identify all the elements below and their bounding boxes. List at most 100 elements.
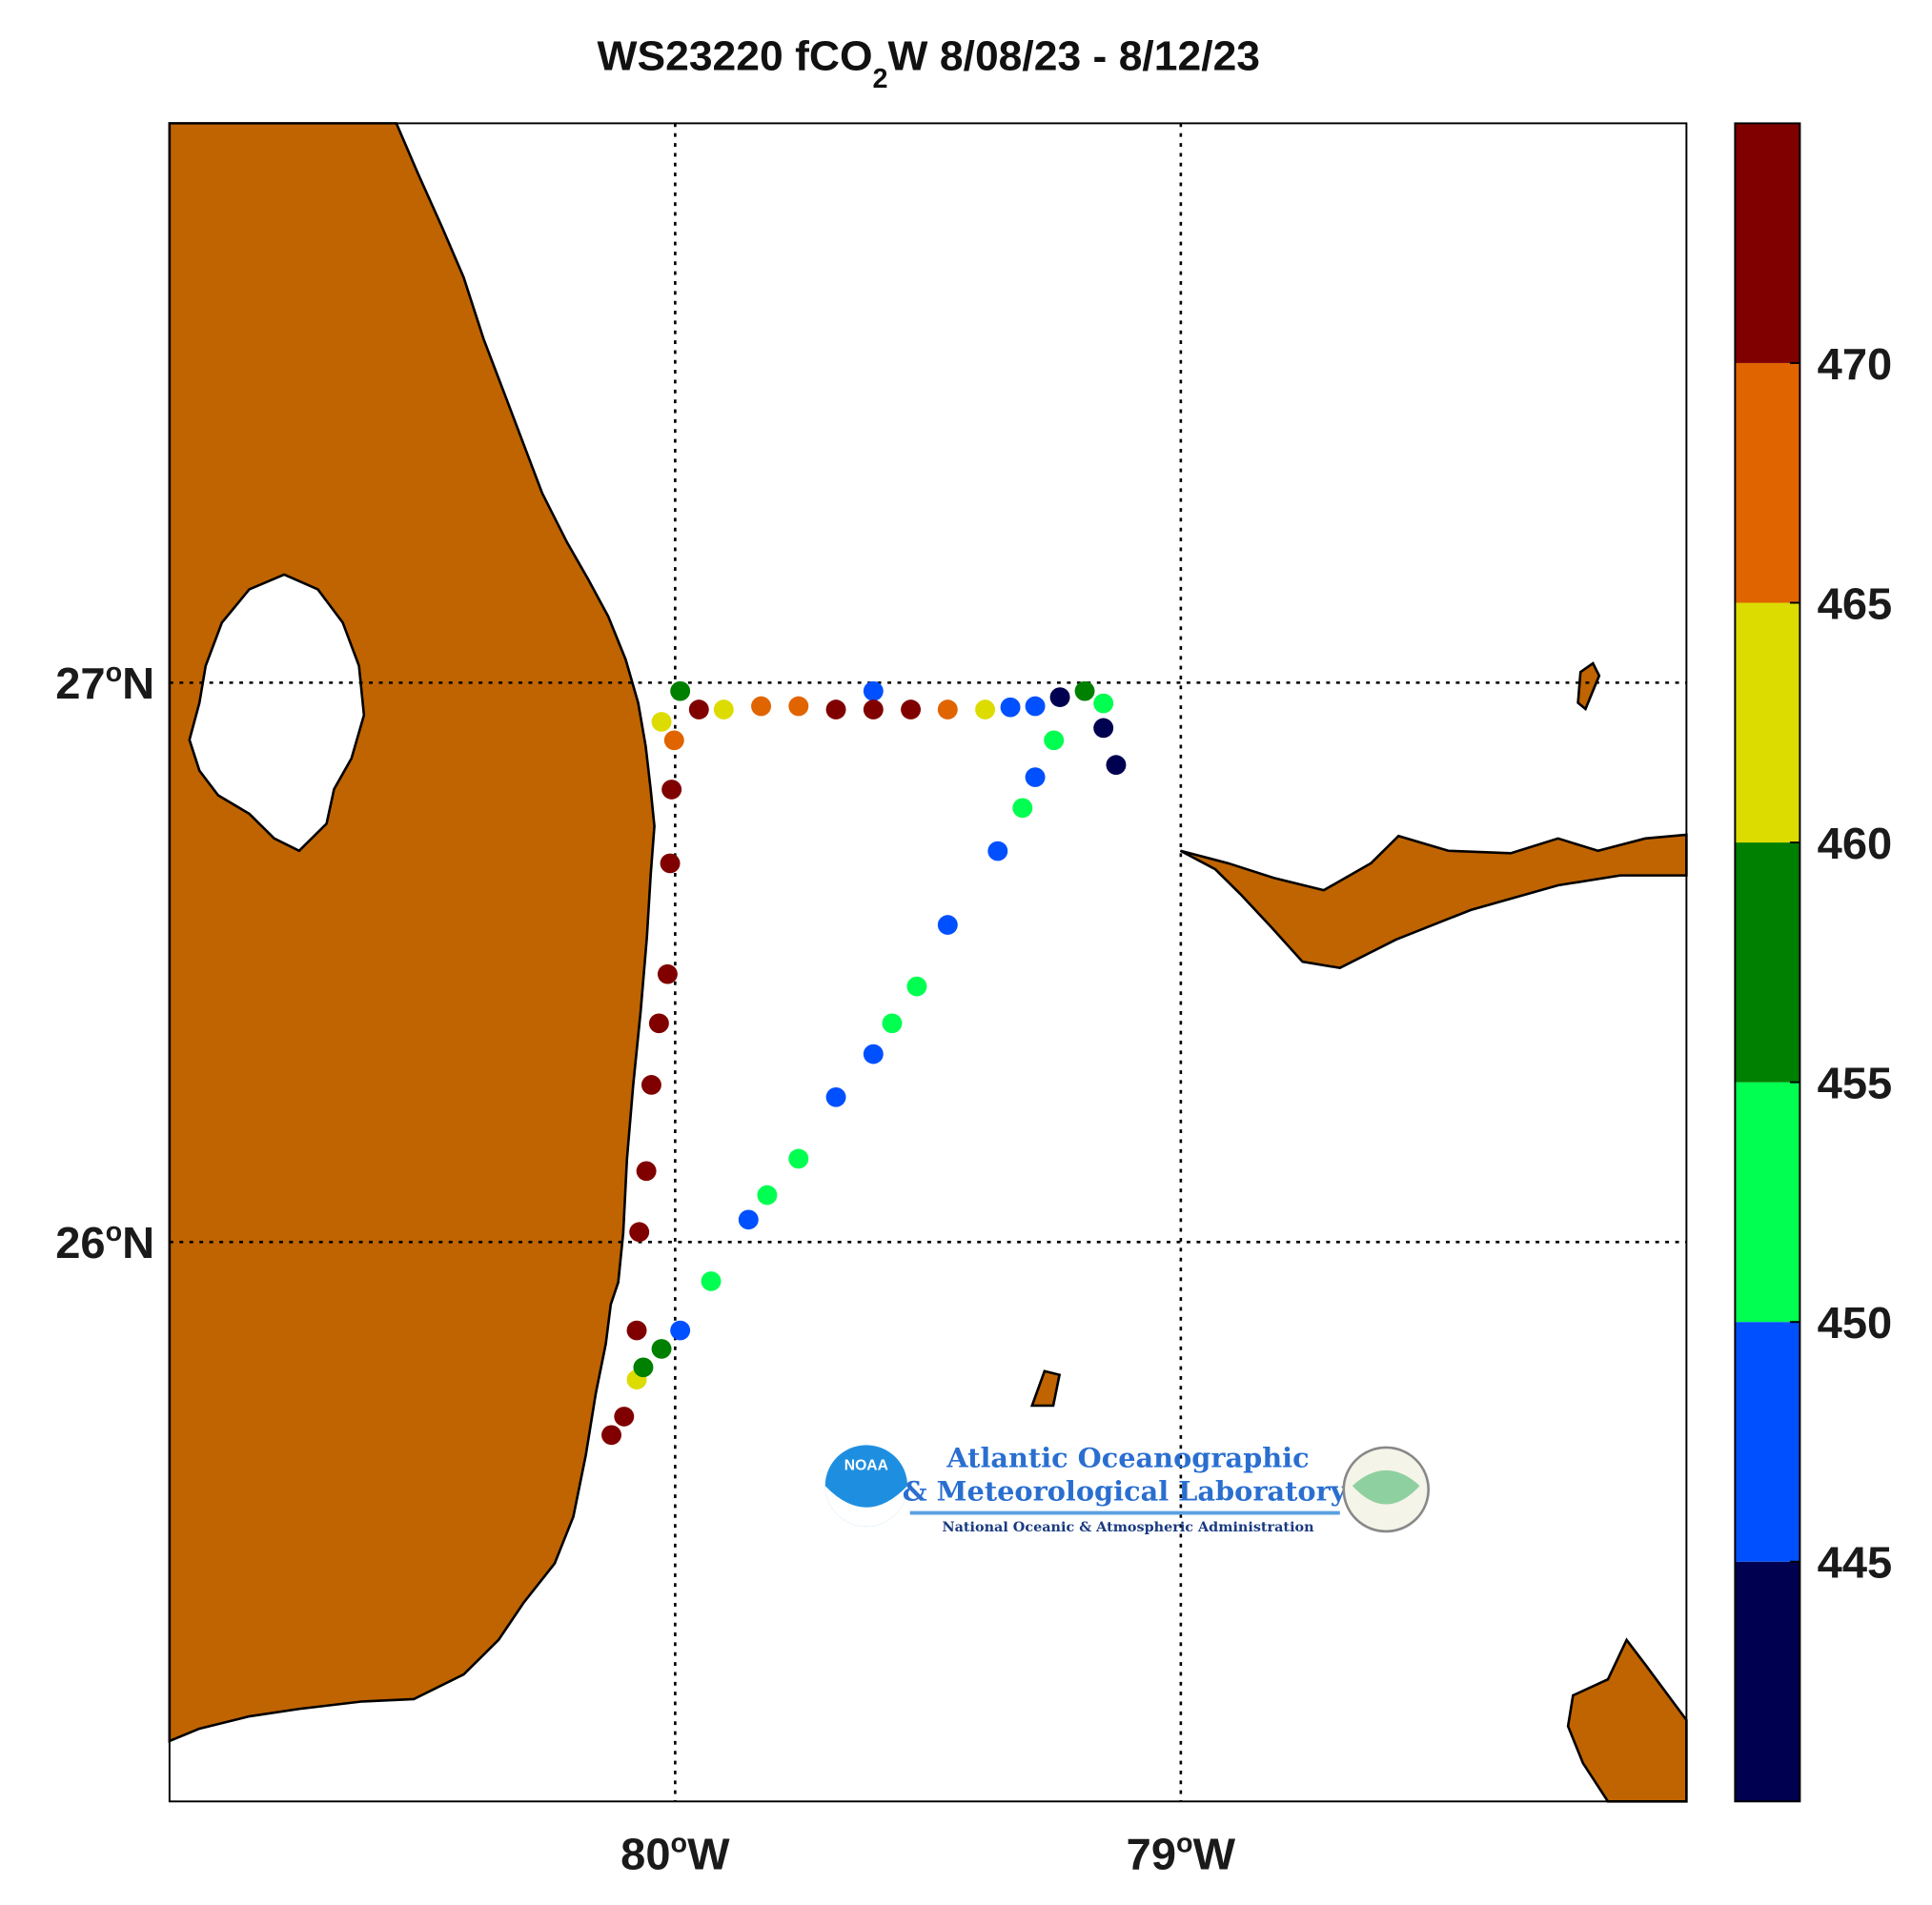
logo-badge-text: NOAA <box>844 1457 888 1473</box>
tick-label: 26oN <box>55 1217 154 1267</box>
track-point <box>1093 693 1114 714</box>
track-point <box>663 730 684 751</box>
tick-degree: o <box>106 658 123 688</box>
track-point <box>1049 687 1070 707</box>
track-point <box>1012 798 1033 819</box>
track-point <box>901 699 922 719</box>
tick-degree: o <box>106 1217 123 1247</box>
colorbar-tick-label: 465 <box>1818 579 1893 629</box>
colorbar-tick-label: 470 <box>1818 339 1893 389</box>
bimini <box>1029 1369 1062 1408</box>
colorbar-band <box>1735 123 1800 363</box>
track-point <box>788 696 809 717</box>
colorbar-band <box>1735 1561 1800 1802</box>
track-point <box>1093 718 1114 739</box>
track-point <box>1106 755 1127 775</box>
track-point <box>1025 696 1046 717</box>
track-point <box>757 1185 778 1206</box>
colorbar-tick-label: 460 <box>1818 819 1893 868</box>
track-point <box>863 1044 884 1064</box>
abaco <box>1576 661 1601 712</box>
colorbar-band <box>1735 362 1800 603</box>
track-point <box>906 976 927 997</box>
track-point <box>626 1320 647 1341</box>
colorbar: 445 450 455 460 465 470 <box>1734 122 1893 1803</box>
track-point <box>825 1086 846 1107</box>
track-point <box>738 1209 759 1230</box>
tick-hemisphere: N <box>122 659 154 708</box>
track-point <box>701 1271 722 1291</box>
track-point <box>688 699 709 719</box>
track-point <box>937 915 958 935</box>
colorbar-frame <box>1734 122 1801 1803</box>
colorbar-tick-label: 450 <box>1818 1298 1893 1348</box>
track-point <box>1000 697 1021 718</box>
track-point <box>825 699 846 719</box>
track-point <box>975 699 996 719</box>
track-point <box>648 1013 669 1034</box>
title-subscript: 2 <box>873 64 888 94</box>
map-area <box>168 122 1688 1803</box>
track-point <box>788 1148 809 1169</box>
land <box>168 122 1688 1803</box>
track-point <box>651 712 672 732</box>
logo-line1: Atlantic Oceanographic <box>946 1442 1309 1474</box>
track-point <box>713 699 734 719</box>
track-point <box>651 1339 672 1359</box>
track-point <box>636 1161 657 1182</box>
logo-line3: National Oceanic & Atmospheric Administr… <box>942 1520 1314 1535</box>
track-point <box>670 680 691 701</box>
track-point <box>863 680 884 701</box>
tick-hemisphere: N <box>122 1218 154 1267</box>
track-point <box>657 963 678 984</box>
track-point <box>601 1425 621 1446</box>
grid <box>169 123 1687 1802</box>
track-point <box>661 780 682 800</box>
tick-number: 79 <box>1127 1830 1176 1879</box>
track-point <box>614 1407 635 1427</box>
ship-track <box>601 680 1127 1446</box>
title-text-rest: W 8/08/23 - 8/12/23 <box>888 33 1260 80</box>
track-point <box>633 1357 654 1378</box>
tick-label: 79oW <box>1127 1828 1236 1878</box>
logo-seal-art <box>1352 1469 1420 1505</box>
lake-okeechobee <box>188 573 366 853</box>
track-point <box>1025 767 1046 787</box>
colorbar-band <box>1735 1322 1800 1562</box>
florida <box>168 122 656 1743</box>
tick-label: 80oW <box>620 1828 730 1878</box>
track-point <box>751 696 772 717</box>
track-point <box>987 841 1008 861</box>
tick-hemisphere: W <box>687 1830 730 1879</box>
tick-number: 26 <box>55 1218 105 1267</box>
track-point <box>660 853 681 874</box>
tick-label: 27oN <box>55 658 154 708</box>
map-frame <box>168 122 1688 1803</box>
title: WS23220 fCO2W 8/08/23 - 8/12/23 <box>598 33 1261 94</box>
colorbar-band <box>1735 1082 1800 1323</box>
title-text: WS23220 fCO <box>598 33 873 80</box>
logo-line2: & Meteorological Laboratory <box>903 1475 1348 1508</box>
track-point <box>882 1013 903 1034</box>
track-point <box>670 1320 691 1341</box>
track-point <box>937 699 958 719</box>
track-point <box>641 1075 661 1095</box>
colorbar-band <box>1735 602 1800 843</box>
colorbar-tick-label: 445 <box>1818 1538 1893 1588</box>
logo-wave <box>824 1486 908 1527</box>
tick-hemisphere: W <box>1193 1830 1236 1879</box>
logo: NOAA Atlantic Oceanographic & Meteorolog… <box>824 1442 1430 1535</box>
track-point <box>863 699 884 719</box>
colorbar-tick-label: 455 <box>1818 1059 1893 1108</box>
track-point <box>629 1222 650 1243</box>
track-point <box>1074 680 1095 701</box>
track-point <box>1044 730 1065 751</box>
tick-number: 80 <box>620 1830 670 1879</box>
tick-degree: o <box>671 1828 688 1858</box>
colorbar-band <box>1735 842 1800 1083</box>
tick-number: 27 <box>55 659 105 708</box>
tick-degree: o <box>1176 1828 1193 1858</box>
